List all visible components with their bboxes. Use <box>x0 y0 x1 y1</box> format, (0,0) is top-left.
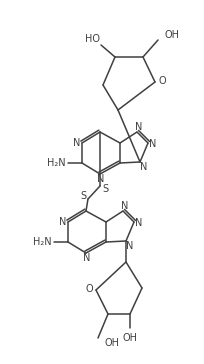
Text: N: N <box>140 162 148 172</box>
Text: N: N <box>83 253 91 263</box>
Text: N: N <box>126 241 134 251</box>
Text: O: O <box>158 76 166 86</box>
Text: H₂N: H₂N <box>33 237 51 247</box>
Text: HO: HO <box>85 34 101 44</box>
Text: S: S <box>80 191 86 201</box>
Text: OH: OH <box>122 333 137 343</box>
Text: O: O <box>85 284 93 294</box>
Text: S: S <box>102 184 108 194</box>
Text: N: N <box>135 122 143 132</box>
Text: H₂N: H₂N <box>47 158 65 168</box>
Text: N: N <box>73 138 81 148</box>
Text: N: N <box>59 217 67 227</box>
Text: OH: OH <box>104 338 120 348</box>
Text: OH: OH <box>164 30 180 40</box>
Text: N: N <box>135 218 143 228</box>
Text: N: N <box>121 201 129 211</box>
Text: N: N <box>149 139 157 149</box>
Text: N: N <box>97 174 105 184</box>
